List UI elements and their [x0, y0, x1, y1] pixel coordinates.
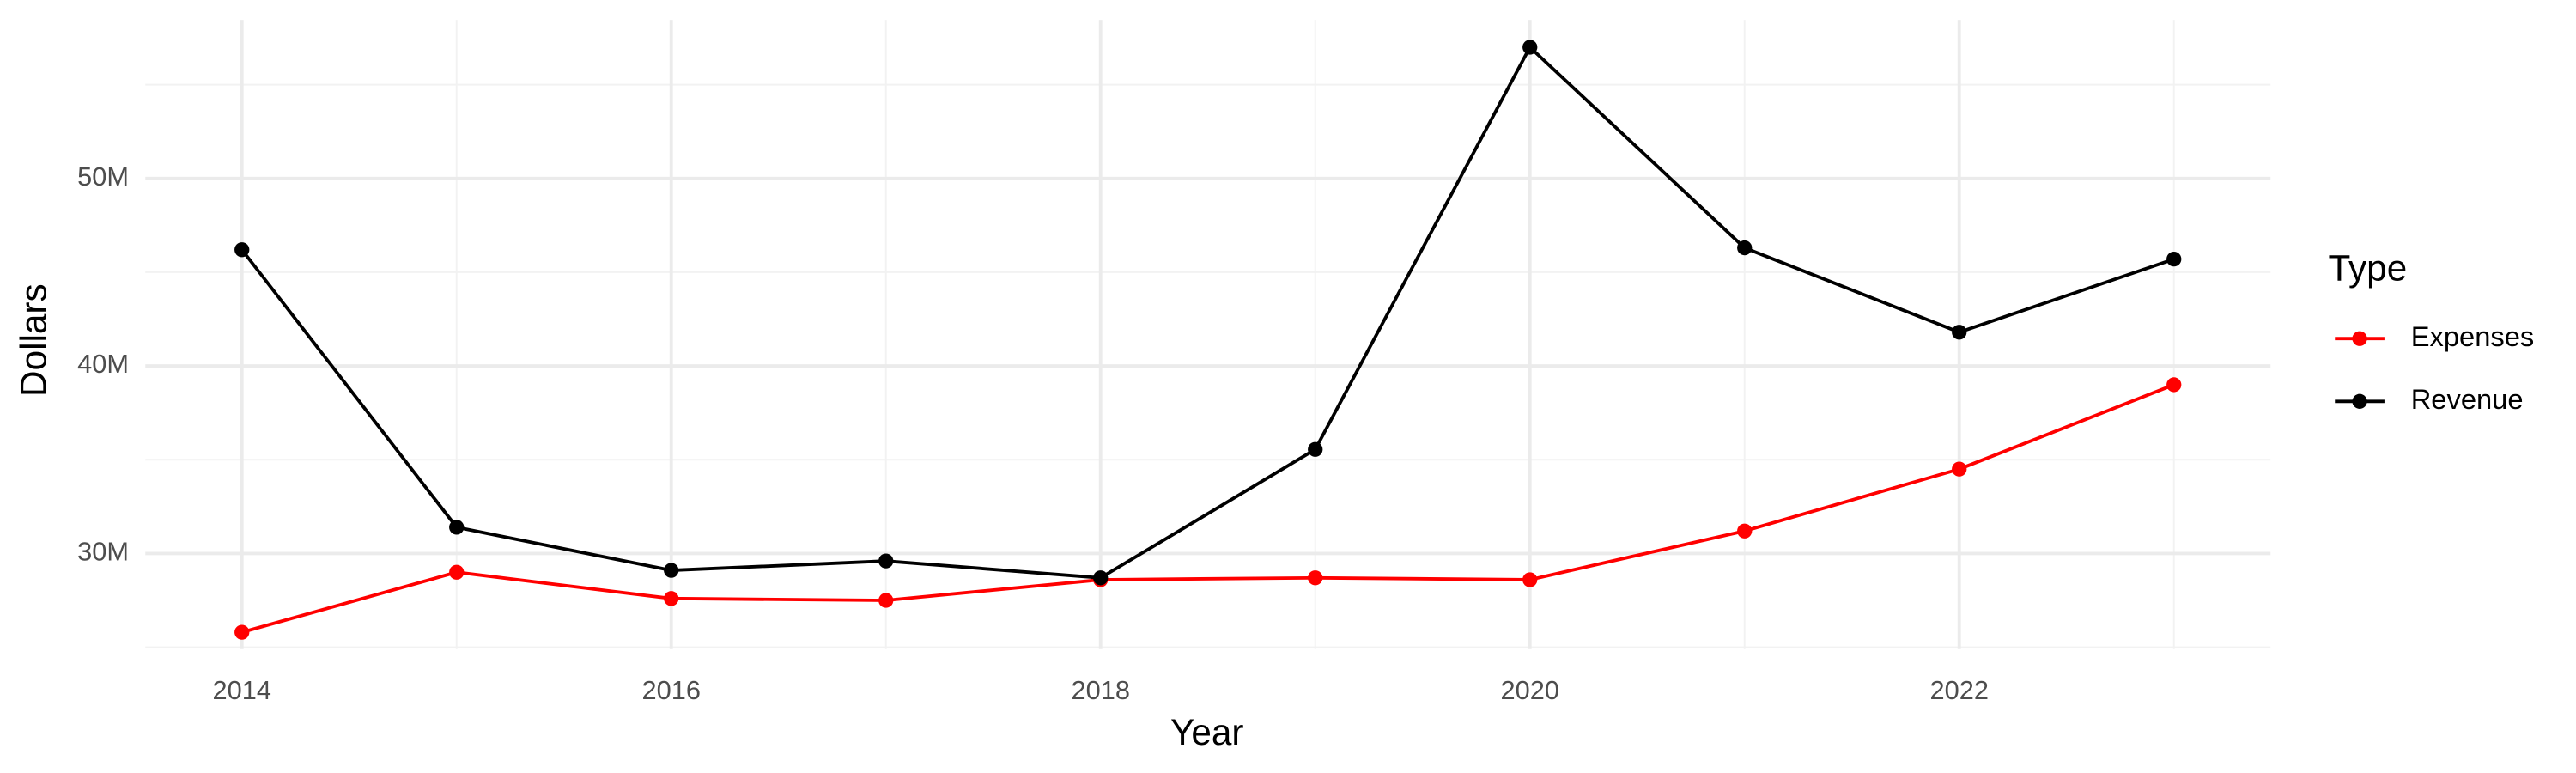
point: [1308, 441, 1323, 457]
x-tick-label: 2016: [642, 675, 701, 705]
point: [1737, 523, 1753, 539]
x-tick-label: 2022: [1930, 675, 1989, 705]
point: [878, 553, 894, 569]
point: [1522, 572, 1538, 587]
point: [449, 564, 465, 580]
point: [449, 520, 465, 535]
point: [1308, 570, 1323, 586]
point: [234, 242, 250, 258]
point: [1952, 325, 1967, 340]
y-tick-label: 30M: [77, 537, 129, 567]
legend-swatch: [2352, 393, 2367, 409]
line: [240, 44, 2175, 580]
x-tick-label: 2014: [213, 675, 271, 705]
point: [664, 563, 679, 578]
point: [2166, 377, 2182, 393]
legend-label: Expenses: [2411, 320, 2535, 352]
y-axis-title: Dollars: [13, 283, 53, 397]
y-tick-label: 40M: [77, 349, 129, 379]
line: [241, 383, 2175, 634]
point: [234, 624, 250, 640]
point: [2166, 252, 2182, 267]
point: [878, 593, 894, 608]
x-axis-title: Year: [1170, 712, 1243, 752]
legend-title: Type: [2329, 248, 2408, 289]
legend-label: Revenue: [2411, 383, 2524, 415]
legend-swatch: [2352, 331, 2367, 346]
point: [664, 591, 679, 606]
grid: [145, 20, 2271, 649]
point: [1093, 570, 1109, 586]
x-tick-label: 2020: [1501, 675, 1559, 705]
point: [1737, 240, 1753, 256]
y-tick-label: 50M: [77, 161, 129, 192]
x-tick-label: 2018: [1072, 675, 1130, 705]
point: [1952, 461, 1967, 477]
point: [1522, 40, 1538, 55]
